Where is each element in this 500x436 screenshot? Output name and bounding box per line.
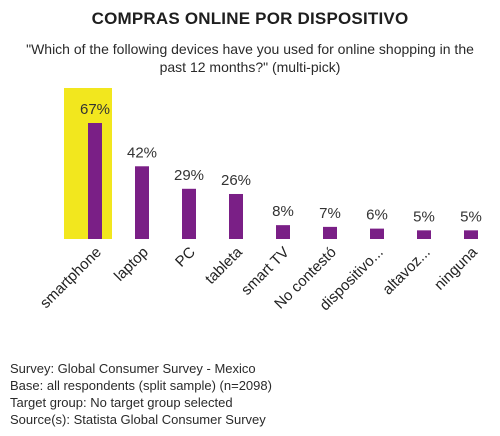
footer-base: Base: all respondents (split sample) (n=…: [10, 378, 272, 393]
bar-0: [88, 123, 102, 239]
x-tick-label: ninguna: [431, 243, 481, 293]
value-label: 7%: [319, 205, 341, 222]
bar-1: [135, 166, 149, 239]
value-label: 67%: [80, 101, 110, 118]
chart-subtitle: "Which of the following devices have you…: [26, 41, 474, 75]
x-tick-label: altavoz...: [379, 244, 433, 298]
x-tick-label: smartphone: [37, 244, 105, 312]
chart-title: COMPRAS ONLINE POR DISPOSITIVO: [91, 9, 409, 28]
bar-5: [323, 226, 337, 239]
value-label: 26%: [221, 172, 251, 189]
bar-2: [182, 188, 196, 239]
value-label: 29%: [174, 167, 204, 184]
x-tick-label: laptop: [111, 244, 152, 285]
footer-survey: Survey: Global Consumer Survey - Mexico: [10, 361, 256, 376]
chart-footer: Survey: Global Consumer Survey - Mexico …: [10, 360, 272, 428]
x-tick-label: PC: [172, 244, 199, 271]
value-label: 8%: [272, 203, 294, 220]
value-label: 5%: [413, 208, 435, 225]
value-label: 5%: [460, 208, 482, 225]
bar-8: [464, 230, 478, 239]
value-label: 6%: [366, 207, 388, 224]
bar-chart: 67%smartphone42%laptop29%PC26%tableta8%s…: [37, 88, 482, 314]
bar-7: [417, 230, 431, 239]
x-tick-label: tableta: [202, 243, 246, 287]
footer-target: Target group: No target group selected: [10, 395, 233, 410]
bar-4: [276, 225, 290, 239]
bar-3: [229, 193, 243, 239]
value-label: 42%: [127, 144, 157, 161]
bar-6: [370, 228, 384, 239]
footer-source: Source(s): Statista Global Consumer Surv…: [10, 412, 266, 427]
